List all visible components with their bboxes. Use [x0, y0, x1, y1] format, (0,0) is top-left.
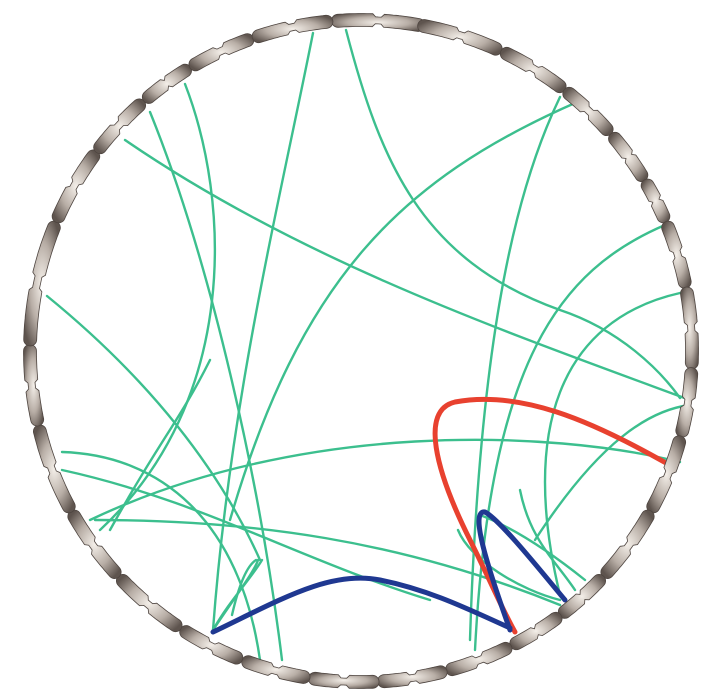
- link-blue: [476, 509, 568, 633]
- link-green: [45, 294, 262, 562]
- chromosome-segment: [23, 220, 61, 347]
- link-green: [211, 31, 315, 632]
- link-green: [473, 223, 667, 652]
- chromosome-segment: [417, 19, 503, 56]
- chromosome-segment: [33, 424, 76, 514]
- chromosome-segment: [251, 14, 334, 44]
- link-green: [60, 468, 432, 602]
- chromosome-segment: [331, 13, 426, 32]
- chromosome-segment: [93, 98, 146, 155]
- chromosome-segment: [562, 86, 614, 136]
- link-green: [230, 558, 258, 617]
- link-green: [88, 438, 682, 522]
- chromosome-segment: [308, 671, 380, 689]
- link-green: [518, 488, 577, 592]
- chromosome-segment: [557, 574, 606, 619]
- chromosome-segment: [600, 509, 655, 579]
- chromosome-ring: [23, 13, 699, 689]
- chromosome-segment: [661, 220, 692, 289]
- chromosome-segment: [499, 46, 567, 94]
- link-green: [148, 110, 284, 662]
- chromosome-segment: [377, 665, 448, 689]
- chromosome-segment: [67, 509, 122, 579]
- chromosome-segment: [141, 63, 192, 104]
- link-green: [456, 528, 562, 602]
- chromosome-segment: [51, 149, 101, 224]
- link-blue: [210, 575, 513, 635]
- link-green: [60, 450, 262, 662]
- chromosome-segment: [608, 131, 649, 182]
- link-green: [344, 28, 682, 400]
- chromosome-segment: [646, 435, 687, 514]
- link-green: [468, 95, 562, 642]
- links-layer: [45, 28, 692, 662]
- link-green: [123, 138, 692, 402]
- link-green: [228, 101, 577, 522]
- chromosome-segment: [675, 367, 699, 438]
- chromosome-segment: [509, 611, 563, 651]
- chromosome-segment: [116, 574, 183, 633]
- chromosome-segment: [188, 33, 255, 72]
- chromosome-segment: [680, 286, 699, 370]
- link-green: [543, 291, 682, 597]
- chromosome-segment: [241, 655, 311, 684]
- link-green: [98, 82, 217, 532]
- link-green: [108, 358, 212, 532]
- chromosome-segment: [640, 178, 671, 224]
- link-red: [432, 396, 669, 635]
- chromosome-segment: [179, 625, 244, 665]
- chromosome-segment: [23, 344, 45, 427]
- chromosome-segment: [445, 641, 513, 677]
